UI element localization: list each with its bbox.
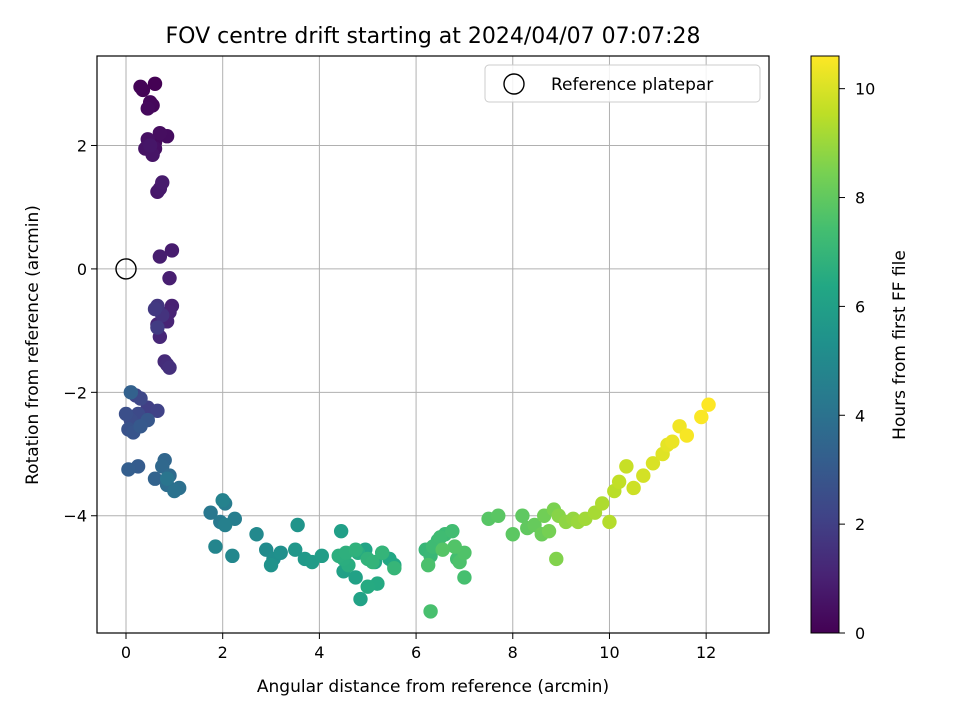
- legend: Reference platepar: [484, 64, 761, 103]
- data-point: [290, 517, 305, 533]
- data-point: [152, 249, 168, 264]
- y-tick-label: 2: [77, 136, 87, 155]
- x-tick-label: 10: [599, 643, 619, 662]
- y-tick-label: −4: [63, 507, 87, 526]
- colorbar-tick-label: 4: [855, 406, 865, 425]
- colorbar-tick-label: 8: [855, 189, 865, 208]
- data-point: [155, 175, 170, 190]
- data-point: [217, 517, 233, 533]
- reference-marker: [115, 258, 137, 280]
- data-point: [636, 468, 651, 483]
- data-point: [515, 508, 530, 523]
- data-point: [679, 428, 695, 443]
- y-axis-ticks: −4 −2 0 2: [63, 136, 97, 526]
- colorbar-tick-label: 0: [855, 624, 865, 643]
- reference-platepar-marker: [115, 258, 137, 280]
- legend-box: [484, 64, 761, 103]
- data-point: [611, 474, 627, 490]
- data-point: [595, 496, 610, 511]
- x-tick-label: 12: [696, 643, 716, 662]
- data-point: [602, 514, 617, 530]
- data-point: [420, 557, 436, 573]
- data-point: [150, 403, 165, 419]
- x-tick-label: 4: [314, 643, 324, 662]
- data-point: [626, 480, 641, 496]
- x-tick-label: 2: [218, 643, 228, 662]
- data-point: [288, 542, 303, 557]
- data-point: [348, 542, 363, 557]
- data-point: [225, 548, 240, 564]
- data-point: [249, 527, 264, 542]
- data-point: [263, 557, 279, 573]
- data-point: [133, 79, 148, 95]
- data-point: [152, 125, 168, 141]
- data-point: [118, 406, 134, 422]
- data-point: [273, 545, 288, 560]
- data-point: [215, 493, 230, 508]
- data-point: [314, 548, 330, 564]
- data-point: [147, 301, 163, 317]
- data-point: [147, 76, 163, 91]
- data-point: [423, 604, 438, 619]
- data-point: [162, 360, 177, 375]
- data-point: [142, 138, 158, 153]
- data-point: [147, 471, 163, 486]
- data-point: [150, 320, 165, 335]
- data-point: [375, 545, 390, 560]
- y-tick-label: −2: [63, 383, 87, 402]
- data-point: [203, 505, 218, 520]
- data-point: [549, 551, 564, 567]
- grid-lines: [97, 56, 769, 633]
- data-point: [208, 539, 223, 554]
- data-point: [665, 434, 680, 449]
- data-point: [491, 508, 506, 523]
- data-point: [159, 471, 175, 486]
- y-tick-label: 0: [77, 260, 87, 279]
- data-point: [619, 459, 634, 474]
- x-axis-label: Angular distance from reference (arcmin): [257, 677, 609, 697]
- data-point: [435, 542, 450, 557]
- plot-frame: [96, 55, 770, 634]
- data-point: [505, 527, 520, 542]
- colorbar-tick-label: 2: [855, 515, 865, 534]
- x-axis-ticks: 0 2 4 6 8 10 12: [121, 633, 716, 662]
- data-point: [133, 419, 148, 434]
- data-point: [348, 570, 363, 585]
- data-point: [445, 523, 460, 539]
- data-point: [433, 530, 448, 545]
- data-point: [387, 561, 402, 576]
- x-tick-label: 6: [411, 643, 421, 662]
- data-point: [333, 523, 349, 539]
- data-point: [140, 101, 155, 116]
- data-point: [162, 270, 177, 286]
- data-point: [164, 243, 180, 258]
- x-tick-label: 8: [508, 643, 518, 662]
- data-point: [123, 385, 139, 400]
- data-point: [121, 462, 136, 477]
- data-point: [365, 554, 380, 570]
- colorbar-tick-label: 6: [855, 297, 865, 316]
- data-point: [541, 523, 557, 539]
- data-point: [457, 570, 472, 585]
- y-axis-label: Rotation from reference (arcmin): [23, 205, 43, 485]
- legend-marker-icon: [503, 73, 525, 95]
- data-point: [167, 483, 182, 499]
- data-point: [645, 456, 661, 471]
- data-point: [353, 591, 368, 607]
- chart-title: FOV centre drift starting at 2024/04/07 …: [166, 24, 701, 49]
- colorbar-label: Hours from first FF file: [890, 250, 910, 440]
- data-point: [447, 539, 462, 554]
- x-tick-label: 0: [121, 643, 131, 662]
- colorbar-tick-label: 10: [855, 80, 875, 99]
- data-points: [118, 76, 716, 619]
- legend-entry-label: Reference platepar: [551, 75, 713, 95]
- data-point: [360, 579, 375, 594]
- colorbar-ticks: 0 2 4 6 8 10: [839, 80, 875, 643]
- data-point: [694, 409, 709, 425]
- data-point: [701, 397, 716, 412]
- colorbar: [810, 55, 840, 634]
